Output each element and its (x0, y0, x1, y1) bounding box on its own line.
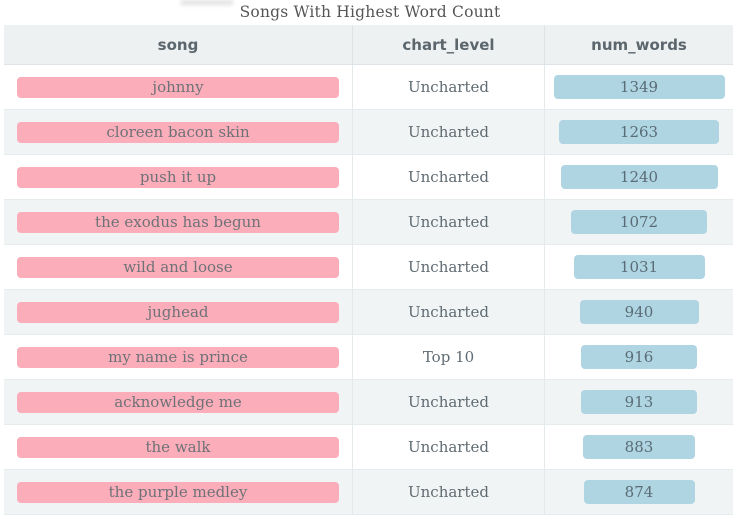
num-words-cell: 874 (544, 470, 733, 514)
num-words-bar: 1240 (560, 165, 718, 189)
chart-level-cell: Uncharted (352, 245, 544, 289)
song-pill: johnny (17, 76, 339, 98)
num-words-cell: 1240 (544, 155, 733, 199)
num-words-cell: 1072 (544, 200, 733, 244)
song-pill: my name is prince (17, 346, 339, 368)
song-pill: wild and loose (17, 256, 339, 278)
song-pill: push it up (17, 166, 339, 188)
num-words-cell: 1263 (544, 110, 733, 154)
table-row: my name is prince Top 10 916 (4, 335, 733, 380)
chart-level-cell: Uncharted (352, 425, 544, 469)
songs-table: song chart_level num_words johnny Unchart… (4, 25, 733, 515)
chart-level-cell: Uncharted (352, 290, 544, 334)
chart-level-cell: Top 10 (352, 335, 544, 379)
song-cell: the purple medley (4, 470, 352, 514)
num-words-bar: 913 (581, 390, 697, 414)
table-row: jughead Uncharted 940 (4, 290, 733, 335)
table-body: johnny Uncharted 1349 cloreen bacon skin Unc… (4, 65, 733, 515)
chart-level-cell: Uncharted (352, 200, 544, 244)
song-cell: the exodus has begun (4, 200, 352, 244)
song-pill: the exodus has begun (17, 211, 339, 233)
num-words-bar: 1072 (571, 210, 707, 234)
num-words-bar: 1263 (559, 120, 719, 144)
num-words-cell: 916 (544, 335, 733, 379)
song-pill: acknowledge me (17, 391, 339, 413)
song-pill: jughead (17, 301, 339, 323)
num-words-cell: 940 (544, 290, 733, 334)
num-words-cell: 913 (544, 380, 733, 424)
chart-level-cell: Uncharted (352, 65, 544, 109)
song-cell: my name is prince (4, 335, 352, 379)
song-cell: jughead (4, 290, 352, 334)
song-pill: the walk (17, 436, 339, 458)
chart-level-cell: Uncharted (352, 110, 544, 154)
table-row: the exodus has begun Uncharted 1072 (4, 200, 733, 245)
chart-title: Songs With Highest Word Count (239, 3, 501, 21)
column-header-num-words: num_words (544, 25, 733, 64)
column-header-song: song (157, 35, 199, 54)
song-cell: the walk (4, 425, 352, 469)
table-row: the walk Uncharted 883 (4, 425, 733, 470)
table-row: wild and loose Uncharted 1031 (4, 245, 733, 290)
song-pill: the purple medley (17, 481, 339, 503)
num-words-cell: 883 (544, 425, 733, 469)
table-header: song chart_level num_words (4, 25, 733, 65)
song-pill: cloreen bacon skin (17, 121, 339, 143)
table-row: push it up Uncharted 1240 (4, 155, 733, 200)
num-words-bar: 1031 (573, 255, 705, 279)
column-header-chart-level: chart_level (352, 25, 544, 64)
num-words-bar: 1349 (553, 75, 725, 99)
num-words-bar: 916 (581, 345, 697, 369)
song-cell: wild and loose (4, 245, 352, 289)
table-row: johnny Uncharted 1349 (4, 65, 733, 110)
artifact-smudge (181, 0, 233, 5)
table-row: the purple medley Uncharted 874 (4, 470, 733, 515)
num-words-cell: 1349 (544, 65, 733, 109)
chart-level-cell: Uncharted (352, 470, 544, 514)
num-words-bar: 874 (583, 480, 695, 504)
song-cell: cloreen bacon skin (4, 110, 352, 154)
num-words-bar: 883 (583, 435, 695, 459)
num-words-cell: 1031 (544, 245, 733, 289)
num-words-bar: 940 (579, 300, 699, 324)
chart-level-cell: Uncharted (352, 380, 544, 424)
song-cell: push it up (4, 155, 352, 199)
table-row: acknowledge me Uncharted 913 (4, 380, 733, 425)
chart-level-cell: Uncharted (352, 155, 544, 199)
table-row: cloreen bacon skin Uncharted 1263 (4, 110, 733, 155)
song-cell: johnny (4, 65, 352, 109)
song-cell: acknowledge me (4, 380, 352, 424)
